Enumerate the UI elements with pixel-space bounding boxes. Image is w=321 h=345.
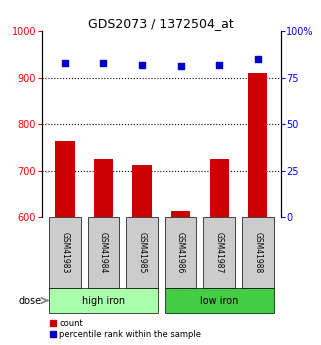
Bar	[49, 217, 81, 288]
Text: GSM41983: GSM41983	[60, 232, 69, 274]
Bar	[88, 217, 119, 288]
Text: GSM41988: GSM41988	[253, 232, 262, 274]
Bar	[49, 288, 158, 313]
Text: high iron: high iron	[82, 296, 125, 306]
Point	[178, 64, 183, 69]
Point	[139, 62, 144, 67]
Point	[217, 62, 222, 67]
Bar	[94, 159, 113, 217]
Text: GSM41987: GSM41987	[215, 232, 224, 274]
Text: GSM41985: GSM41985	[137, 232, 146, 274]
Point	[62, 60, 67, 66]
Bar	[203, 217, 235, 288]
Bar	[242, 217, 273, 288]
Text: dose: dose	[19, 296, 42, 306]
Bar	[248, 73, 267, 217]
Text: GSM41986: GSM41986	[176, 232, 185, 274]
Bar	[132, 165, 152, 217]
Bar	[171, 211, 190, 217]
Bar	[165, 288, 273, 313]
Bar	[126, 217, 158, 288]
Text: low iron: low iron	[200, 296, 239, 306]
Bar	[165, 217, 196, 288]
Point	[255, 56, 260, 62]
Text: GSM41984: GSM41984	[99, 232, 108, 274]
Point	[101, 60, 106, 66]
Title: GDS2073 / 1372504_at: GDS2073 / 1372504_at	[88, 17, 234, 30]
Bar	[55, 140, 74, 217]
Bar	[210, 159, 229, 217]
Legend: count, percentile rank within the sample: count, percentile rank within the sample	[46, 315, 204, 343]
